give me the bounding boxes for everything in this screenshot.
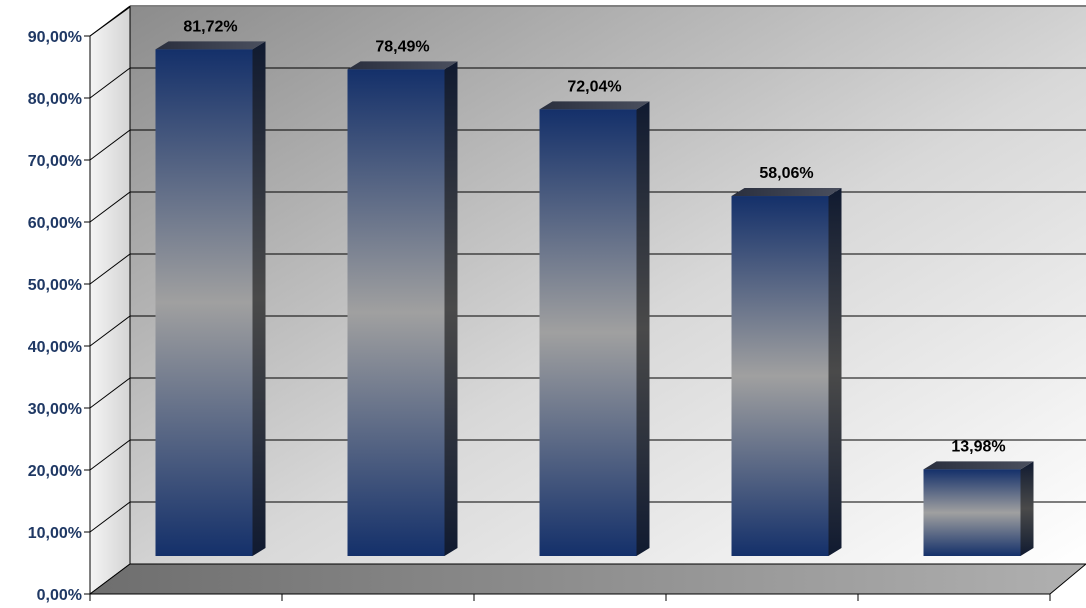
bar-front — [923, 469, 1021, 556]
gridline-side — [89, 191, 131, 223]
y-tick-label: 0,00% — [37, 587, 82, 604]
y-tick-label: 10,00% — [28, 525, 82, 542]
bar-top — [539, 101, 650, 110]
bar-side — [444, 61, 458, 556]
bar-top — [155, 41, 266, 50]
bar-antivirus: 81,72% — [155, 18, 266, 556]
gridline-side — [89, 253, 131, 285]
data-label: 78,49% — [375, 38, 429, 55]
data-label: 58,06% — [759, 165, 813, 182]
bar-front — [347, 69, 445, 556]
y-tick-label: 50,00% — [28, 277, 82, 294]
gridline-side — [89, 377, 131, 409]
bar-side — [1020, 461, 1034, 556]
data-label: 72,04% — [567, 78, 621, 95]
floor — [88, 563, 1086, 595]
bar-front — [155, 49, 253, 556]
y-axis: 0,00% 10,00% 20,00% 30,00% 40,00% 50,00% 60,00… — [28, 29, 91, 604]
bar-side — [636, 101, 650, 557]
bars: 81,72% 78,49% 72,04% 58,06% 13,98% — [155, 18, 1034, 557]
y-tick-label: 20,00% — [28, 463, 82, 480]
bar-top — [731, 188, 842, 197]
x-axis: AntivirusCopiasFirewallContraseñasOtros … — [89, 593, 1051, 601]
gridline-side — [89, 439, 131, 471]
y-tick-label: 30,00% — [28, 401, 82, 418]
bar-otros-medios: 13,98% — [923, 438, 1034, 556]
bar-contraseñas: 58,06% — [731, 165, 842, 556]
bar-copias: 78,49% — [347, 38, 458, 556]
bar-top — [347, 61, 458, 70]
data-label: 81,72% — [183, 18, 237, 35]
y-tick-label: 90,00% — [28, 29, 82, 46]
y-tick-label: 40,00% — [28, 339, 82, 356]
y-tick-label: 80,00% — [28, 91, 82, 108]
bar-top — [923, 461, 1034, 470]
gridline-side — [89, 315, 131, 347]
gridline-side — [89, 67, 131, 99]
y-tick-label: 60,00% — [28, 215, 82, 232]
data-label: 13,98% — [951, 438, 1005, 455]
bar-side — [828, 188, 842, 556]
bar-front — [539, 109, 637, 557]
gridline-side — [89, 5, 131, 37]
gridline-side — [89, 501, 131, 533]
bar-firewall: 72,04% — [539, 78, 650, 557]
bar-side — [252, 41, 266, 556]
y-tick-label: 70,00% — [28, 153, 82, 170]
gridline-side — [89, 129, 131, 161]
bar-front — [731, 196, 829, 556]
